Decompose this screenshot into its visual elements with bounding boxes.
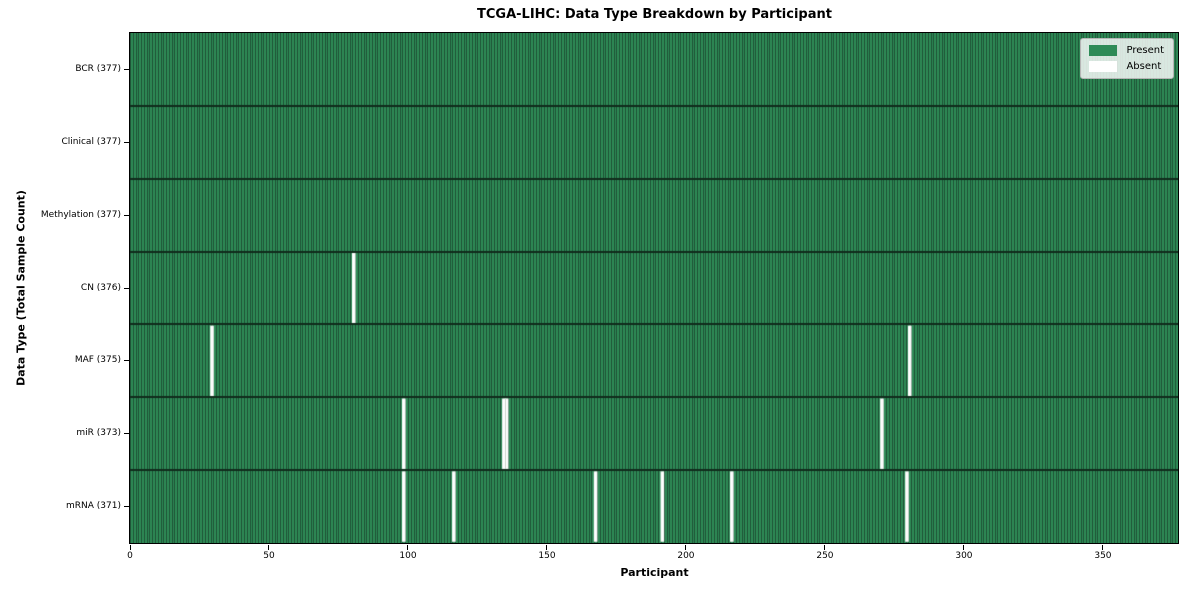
y-tick-mark [124,433,129,435]
legend: Present Absent [1080,38,1174,79]
chart-title: TCGA-LIHC: Data Type Breakdown by Partic… [477,7,832,22]
y-tick-label: MAF (375) [74,355,121,366]
x-tick-mark [407,545,409,550]
y-tick-mark [124,214,129,216]
x-tick-mark [129,545,131,550]
y-tick-label: Clinical (377) [61,136,121,147]
x-tick-label: 300 [955,551,973,561]
legend-item-absent: Absent [1089,61,1164,72]
x-tick-label: 200 [677,551,695,561]
y-tick-mark [124,506,129,508]
x-tick-label: 50 [263,551,275,561]
y-tick-mark [124,68,129,70]
y-tick-label: CN (376) [80,282,121,293]
legend-label-present: Present [1126,45,1164,56]
y-tick-mark [124,360,129,362]
legend-label-absent: Absent [1126,61,1162,72]
x-tick-mark [824,545,826,550]
plot-area: Present Absent [129,32,1179,544]
x-tick-mark [268,545,270,550]
y-tick-mark [124,141,129,143]
x-axis-label: Participant [620,566,689,579]
x-tick-label: 150 [538,551,556,561]
x-tick-mark [685,545,687,550]
x-tick-label: 250 [816,551,834,561]
y-tick-label: miR (373) [76,428,121,439]
present-swatch [1089,45,1118,56]
y-tick-label: mRNA (371) [66,501,121,512]
x-tick-label: 100 [399,551,417,561]
x-tick-mark [1102,545,1104,550]
x-tick-mark [963,545,965,550]
heatmap-canvas [130,33,1178,543]
y-tick-label: BCR (377) [75,63,121,74]
x-tick-label: 350 [1094,551,1112,561]
x-tick-mark [546,545,548,550]
y-tick-mark [124,287,129,289]
absent-swatch [1089,61,1118,72]
y-tick-label: Methylation (377) [40,209,121,220]
x-tick-label: 0 [127,551,133,561]
legend-item-present: Present [1089,45,1164,56]
